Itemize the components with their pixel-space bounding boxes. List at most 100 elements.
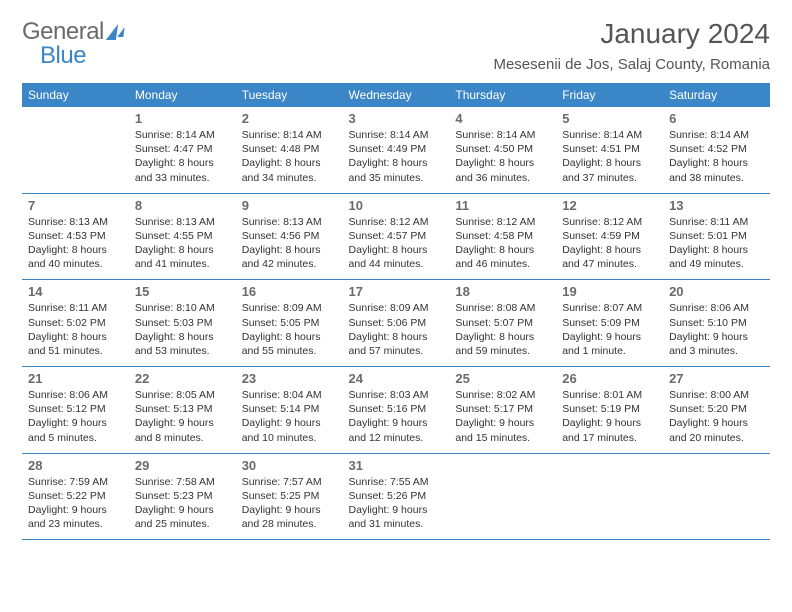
weekday-header: Saturday bbox=[663, 83, 770, 107]
sunrise-text: Sunrise: 8:12 AM bbox=[349, 215, 444, 229]
day-info: Sunrise: 7:55 AMSunset: 5:26 PMDaylight:… bbox=[349, 475, 444, 532]
day-number: 12 bbox=[562, 198, 657, 213]
sunset-text: Sunset: 5:07 PM bbox=[455, 316, 550, 330]
day-info: Sunrise: 7:58 AMSunset: 5:23 PMDaylight:… bbox=[135, 475, 230, 532]
month-title: January 2024 bbox=[493, 18, 770, 50]
day-number: 18 bbox=[455, 284, 550, 299]
calendar-row: 1Sunrise: 8:14 AMSunset: 4:47 PMDaylight… bbox=[22, 107, 770, 193]
day-info: Sunrise: 8:14 AMSunset: 4:48 PMDaylight:… bbox=[242, 128, 337, 185]
daylight-line1: Daylight: 8 hours bbox=[28, 330, 123, 344]
empty-cell bbox=[556, 453, 663, 540]
sunset-text: Sunset: 5:03 PM bbox=[135, 316, 230, 330]
daylight-line1: Daylight: 8 hours bbox=[349, 330, 444, 344]
calendar-row: 7Sunrise: 8:13 AMSunset: 4:53 PMDaylight… bbox=[22, 193, 770, 280]
day-number: 7 bbox=[28, 198, 123, 213]
day-number: 24 bbox=[349, 371, 444, 386]
sunset-text: Sunset: 4:49 PM bbox=[349, 142, 444, 156]
sunrise-text: Sunrise: 8:03 AM bbox=[349, 388, 444, 402]
day-info: Sunrise: 8:14 AMSunset: 4:52 PMDaylight:… bbox=[669, 128, 764, 185]
day-cell: 17Sunrise: 8:09 AMSunset: 5:06 PMDayligh… bbox=[343, 280, 450, 367]
daylight-line1: Daylight: 9 hours bbox=[242, 416, 337, 430]
sunset-text: Sunset: 4:57 PM bbox=[349, 229, 444, 243]
day-cell: 23Sunrise: 8:04 AMSunset: 5:14 PMDayligh… bbox=[236, 367, 343, 454]
sunset-text: Sunset: 5:14 PM bbox=[242, 402, 337, 416]
daylight-line2: and 20 minutes. bbox=[669, 431, 764, 445]
daylight-line2: and 28 minutes. bbox=[242, 517, 337, 531]
daylight-line1: Daylight: 9 hours bbox=[562, 416, 657, 430]
daylight-line1: Daylight: 8 hours bbox=[28, 243, 123, 257]
day-info: Sunrise: 8:07 AMSunset: 5:09 PMDaylight:… bbox=[562, 301, 657, 358]
day-cell: 14Sunrise: 8:11 AMSunset: 5:02 PMDayligh… bbox=[22, 280, 129, 367]
day-info: Sunrise: 8:10 AMSunset: 5:03 PMDaylight:… bbox=[135, 301, 230, 358]
sunrise-text: Sunrise: 7:59 AM bbox=[28, 475, 123, 489]
day-number: 21 bbox=[28, 371, 123, 386]
daylight-line1: Daylight: 8 hours bbox=[135, 243, 230, 257]
day-info: Sunrise: 8:12 AMSunset: 4:58 PMDaylight:… bbox=[455, 215, 550, 272]
sunrise-text: Sunrise: 8:00 AM bbox=[669, 388, 764, 402]
daylight-line1: Daylight: 9 hours bbox=[349, 416, 444, 430]
day-number: 6 bbox=[669, 111, 764, 126]
day-cell: 28Sunrise: 7:59 AMSunset: 5:22 PMDayligh… bbox=[22, 453, 129, 540]
day-number: 10 bbox=[349, 198, 444, 213]
sunset-text: Sunset: 4:53 PM bbox=[28, 229, 123, 243]
sunrise-text: Sunrise: 8:09 AM bbox=[242, 301, 337, 315]
sunrise-text: Sunrise: 8:14 AM bbox=[562, 128, 657, 142]
daylight-line1: Daylight: 9 hours bbox=[242, 503, 337, 517]
day-cell: 2Sunrise: 8:14 AMSunset: 4:48 PMDaylight… bbox=[236, 107, 343, 193]
daylight-line2: and 34 minutes. bbox=[242, 171, 337, 185]
daylight-line1: Daylight: 8 hours bbox=[669, 243, 764, 257]
sunrise-text: Sunrise: 8:14 AM bbox=[669, 128, 764, 142]
daylight-line1: Daylight: 8 hours bbox=[135, 330, 230, 344]
day-number: 27 bbox=[669, 371, 764, 386]
sunset-text: Sunset: 5:25 PM bbox=[242, 489, 337, 503]
daylight-line2: and 15 minutes. bbox=[455, 431, 550, 445]
day-number: 1 bbox=[135, 111, 230, 126]
day-cell: 11Sunrise: 8:12 AMSunset: 4:58 PMDayligh… bbox=[449, 193, 556, 280]
sunset-text: Sunset: 4:55 PM bbox=[135, 229, 230, 243]
day-number: 19 bbox=[562, 284, 657, 299]
day-number: 16 bbox=[242, 284, 337, 299]
daylight-line2: and 33 minutes. bbox=[135, 171, 230, 185]
day-info: Sunrise: 8:12 AMSunset: 4:59 PMDaylight:… bbox=[562, 215, 657, 272]
day-cell: 1Sunrise: 8:14 AMSunset: 4:47 PMDaylight… bbox=[129, 107, 236, 193]
daylight-line1: Daylight: 9 hours bbox=[28, 503, 123, 517]
daylight-line1: Daylight: 9 hours bbox=[562, 330, 657, 344]
sunset-text: Sunset: 4:48 PM bbox=[242, 142, 337, 156]
daylight-line2: and 40 minutes. bbox=[28, 257, 123, 271]
sunrise-text: Sunrise: 8:07 AM bbox=[562, 301, 657, 315]
calendar-row: 21Sunrise: 8:06 AMSunset: 5:12 PMDayligh… bbox=[22, 367, 770, 454]
daylight-line2: and 53 minutes. bbox=[135, 344, 230, 358]
sunrise-text: Sunrise: 8:13 AM bbox=[135, 215, 230, 229]
sunrise-text: Sunrise: 8:08 AM bbox=[455, 301, 550, 315]
day-number: 25 bbox=[455, 371, 550, 386]
daylight-line2: and 31 minutes. bbox=[349, 517, 444, 531]
day-info: Sunrise: 8:14 AMSunset: 4:51 PMDaylight:… bbox=[562, 128, 657, 185]
daylight-line2: and 10 minutes. bbox=[242, 431, 337, 445]
daylight-line2: and 44 minutes. bbox=[349, 257, 444, 271]
day-cell: 29Sunrise: 7:58 AMSunset: 5:23 PMDayligh… bbox=[129, 453, 236, 540]
daylight-line2: and 55 minutes. bbox=[242, 344, 337, 358]
day-info: Sunrise: 7:59 AMSunset: 5:22 PMDaylight:… bbox=[28, 475, 123, 532]
sunrise-text: Sunrise: 7:58 AM bbox=[135, 475, 230, 489]
sunset-text: Sunset: 5:09 PM bbox=[562, 316, 657, 330]
day-cell: 13Sunrise: 8:11 AMSunset: 5:01 PMDayligh… bbox=[663, 193, 770, 280]
daylight-line1: Daylight: 9 hours bbox=[349, 503, 444, 517]
sunset-text: Sunset: 4:59 PM bbox=[562, 229, 657, 243]
day-number: 26 bbox=[562, 371, 657, 386]
daylight-line2: and 8 minutes. bbox=[135, 431, 230, 445]
sunset-text: Sunset: 5:05 PM bbox=[242, 316, 337, 330]
header: General Blue January 2024 Mesesenii de J… bbox=[22, 18, 770, 73]
daylight-line2: and 42 minutes. bbox=[242, 257, 337, 271]
day-cell: 18Sunrise: 8:08 AMSunset: 5:07 PMDayligh… bbox=[449, 280, 556, 367]
day-cell: 31Sunrise: 7:55 AMSunset: 5:26 PMDayligh… bbox=[343, 453, 450, 540]
day-cell: 3Sunrise: 8:14 AMSunset: 4:49 PMDaylight… bbox=[343, 107, 450, 193]
day-cell: 12 Sunrise: 8:12 AMSunset: 4:59 PMDayligh… bbox=[556, 193, 663, 280]
daylight-line2: and 5 minutes. bbox=[28, 431, 123, 445]
day-cell: 16Sunrise: 8:09 AMSunset: 5:05 PMDayligh… bbox=[236, 280, 343, 367]
day-number: 20 bbox=[669, 284, 764, 299]
day-number: 15 bbox=[135, 284, 230, 299]
weekday-header: Monday bbox=[129, 83, 236, 107]
daylight-line1: Daylight: 8 hours bbox=[669, 156, 764, 170]
sunrise-text: Sunrise: 7:57 AM bbox=[242, 475, 337, 489]
sunrise-text: Sunrise: 8:12 AM bbox=[455, 215, 550, 229]
